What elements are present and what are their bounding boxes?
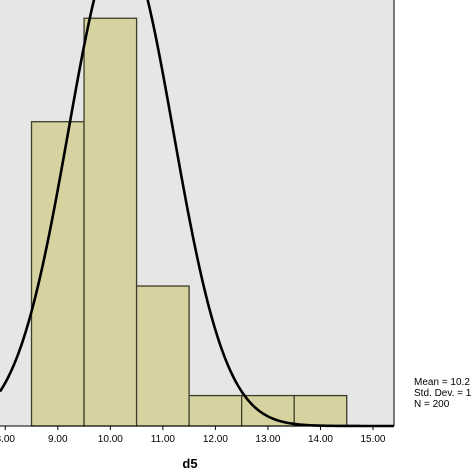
stats-n: N = 200 — [414, 399, 450, 410]
histogram-bar — [30, 121, 85, 427]
x-tick-label: 14.00 — [308, 434, 333, 445]
x-tick-label: 10.00 — [98, 434, 123, 445]
histogram-bars — [30, 17, 348, 427]
x-axis-ticks: 8.00 9.00 10.00 11.00 12.00 13.00 14.00 15.00 — [0, 426, 386, 445]
histogram-bar — [293, 394, 348, 427]
histogram-bar — [83, 17, 138, 427]
x-tick-label: 13.00 — [255, 434, 280, 445]
x-tick-label: 15.00 — [360, 434, 385, 445]
histogram-bar — [188, 394, 243, 427]
x-tick-label: 8.00 — [0, 434, 15, 445]
x-tick-label: 9.00 — [48, 434, 68, 445]
x-tick-label: 11.00 — [151, 434, 176, 445]
histogram-bar — [135, 285, 190, 427]
x-axis-title: d5 — [182, 456, 197, 471]
x-tick-label: 12.00 — [203, 434, 228, 445]
stats-legend: Mean = 10.2 Std. Dev. = 1 N = 200 — [414, 377, 471, 410]
stats-std-dev: Std. Dev. = 1 — [414, 388, 472, 399]
stats-mean: Mean = 10.2 — [414, 377, 470, 388]
